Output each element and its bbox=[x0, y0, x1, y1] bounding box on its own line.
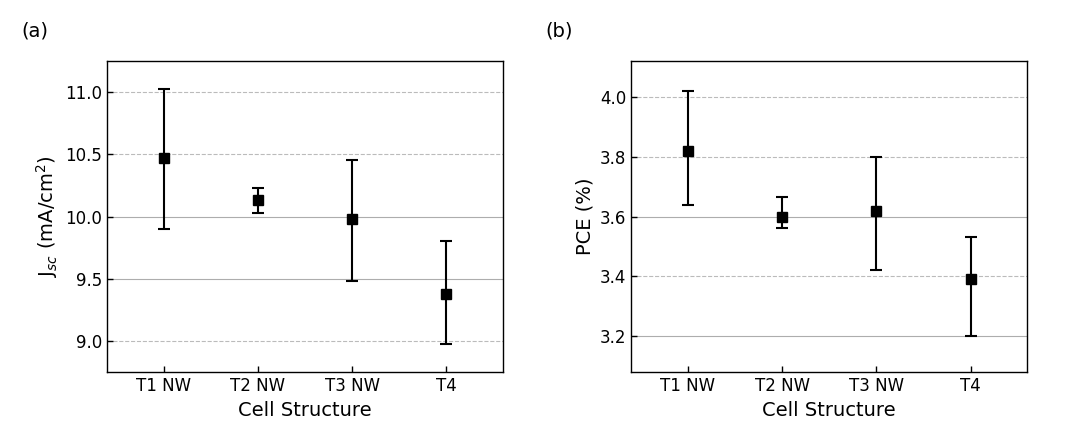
Y-axis label: J$_{sc}$ (mA/cm$^{2}$): J$_{sc}$ (mA/cm$^{2}$) bbox=[33, 155, 60, 278]
Y-axis label: PCE (%): PCE (%) bbox=[576, 178, 594, 255]
X-axis label: Cell Structure: Cell Structure bbox=[239, 401, 371, 420]
Text: (a): (a) bbox=[21, 22, 48, 41]
Text: (b): (b) bbox=[546, 22, 574, 41]
X-axis label: Cell Structure: Cell Structure bbox=[763, 401, 896, 420]
